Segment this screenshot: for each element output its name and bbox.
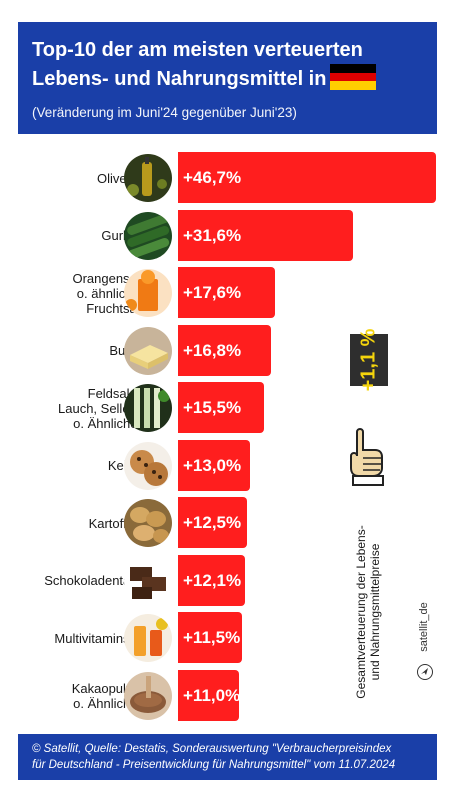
overall-label-line-2: und Nahrungsmittelpreise [368, 543, 382, 681]
category-label-line: Schokoladentafel [44, 573, 144, 588]
value-label: +17,6% [183, 283, 242, 302]
germany-flag-icon [330, 64, 377, 90]
cocoa-powder-icon [124, 671, 172, 720]
value-label: +15,5% [183, 398, 242, 417]
send-arrow-icon [417, 664, 433, 680]
category-label: Kakaopulver o. Ähnliches [0, 681, 144, 711]
category-label: Kartoffeln [0, 516, 144, 531]
category-label-line: Kakaopulver [71, 680, 144, 696]
category-label: Feldsalat, Lauch, Sellerie o. Ähnliches [0, 386, 144, 431]
overall-label-line-1: Gesamtverteuerung der Lebens- [354, 525, 368, 699]
bar [178, 209, 353, 261]
bar [178, 669, 239, 721]
footer-source: © Satellit, Quelle: Destatis, Sonderausw… [18, 734, 437, 780]
leek-salad-icon [124, 384, 172, 432]
pointing-hand-icon [350, 428, 384, 486]
category-label: Orangensaft o. ähnlicher Fruchtsaft [0, 271, 144, 316]
cookies-icon [124, 441, 172, 490]
chart-title: Top-10 der am meisten verteuerten Lebens… [32, 36, 423, 93]
category-label: Olivenöl [0, 171, 144, 186]
orange-juice-icon [124, 269, 172, 317]
title-line-1: Top-10 der am meisten verteuerten [32, 39, 363, 61]
category-label: Gurken [0, 228, 144, 243]
value-label: +12,1% [183, 570, 242, 590]
value-label: +12,5% [183, 513, 242, 532]
bar [178, 382, 264, 433]
footer-line-1: © Satellit, Quelle: Destatis, Sonderausw… [32, 743, 392, 755]
value-label: +13,0% [183, 455, 242, 475]
footer-line-2: für Deutschland - Preisentwicklung für N… [32, 759, 396, 771]
category-label-line: Kekse [0, 458, 144, 473]
bar [178, 267, 276, 318]
category-label: Butter [0, 343, 144, 358]
category-label-line: o. Ähnliches [73, 415, 144, 431]
bar [178, 324, 271, 376]
overall-badge [350, 334, 388, 386]
category-label-line: Lauch, Sellerie [58, 400, 144, 416]
category-label-line: Feldsalat, [87, 385, 144, 401]
brand-handle: satellit_de [418, 602, 430, 652]
category-label-line: Multivitaminsaft [54, 630, 144, 646]
value-label: +31,6% [183, 225, 242, 245]
value-label: +16,8% [183, 340, 242, 360]
bar [178, 439, 250, 491]
butter-icon [124, 326, 172, 375]
category-label-line: Kartoffeln [88, 515, 144, 531]
chocolate-icon [124, 556, 172, 605]
overall-badge-value: +1,1 % [357, 328, 380, 392]
overall-label: Gesamtverteuerung der Lebens- und Nahrun… [354, 525, 382, 698]
bar [178, 554, 245, 606]
header-banner: Top-10 der am meisten verteuerten Lebens… [18, 22, 437, 134]
category-label-line: o. ähnlicher [76, 285, 144, 301]
bar [178, 152, 436, 203]
olive-oil-icon [124, 154, 172, 202]
title-line-2-text: Lebens- und Nahrungsmittel in [32, 68, 327, 90]
category-label: Multivitaminsaft [0, 631, 144, 646]
category-label: Kekse [0, 458, 144, 473]
category-label-line: Olivenöl [97, 170, 144, 186]
category-label: Schokoladentafel [0, 573, 144, 588]
bar [178, 612, 242, 663]
category-label-line: o. Ähnliches [73, 695, 144, 711]
category-label-line: Orangensaft [72, 270, 144, 286]
value-label: +46,7% [183, 168, 242, 187]
value-label: +11,0% [183, 685, 241, 705]
chart-subtitle: (Veränderung im Juni'24 gegenüber Juni'2… [32, 105, 297, 120]
category-label-line: Fruchtsaft [86, 300, 144, 316]
value-label: +11,5% [183, 628, 241, 647]
potatoes-icon [124, 499, 172, 547]
title-line-2: Lebens- und Nahrungsmittel in [32, 64, 423, 93]
cucumber-icon [124, 211, 172, 260]
multivitamin-juice-icon [124, 614, 172, 662]
category-label-line: Gurken [101, 228, 144, 243]
category-label-line: Butter [0, 343, 144, 358]
bar [178, 497, 248, 548]
